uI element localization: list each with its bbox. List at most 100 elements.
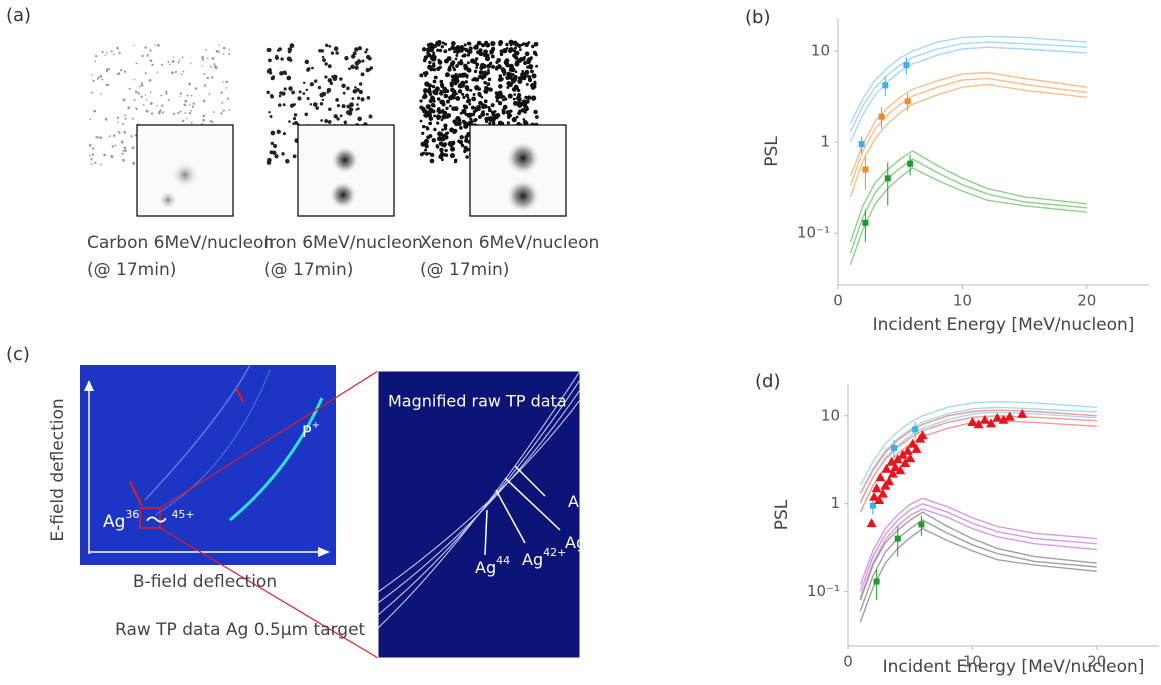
track-dot <box>450 155 454 158</box>
track-dot <box>432 79 437 84</box>
track-dot <box>209 120 212 123</box>
track-dot <box>269 71 273 75</box>
track-dot <box>499 52 504 57</box>
track-dot <box>520 43 524 47</box>
track-dot <box>341 83 346 89</box>
track-dot <box>111 145 115 148</box>
track-dot <box>335 51 339 55</box>
data-point <box>869 502 876 509</box>
track-dot <box>348 107 354 112</box>
track-dot <box>346 104 351 109</box>
track <box>378 399 580 593</box>
data-point <box>866 518 877 528</box>
track-dot <box>287 49 292 54</box>
track-dot <box>172 112 176 116</box>
data-point <box>979 414 990 424</box>
track-dot <box>448 65 452 69</box>
y-axis-label: PSL <box>772 499 792 530</box>
track-dot <box>428 107 434 113</box>
track-dot <box>286 56 292 62</box>
track-dot <box>110 155 114 159</box>
track-dot <box>441 114 447 120</box>
track-dot <box>464 138 469 143</box>
arrow <box>129 481 143 507</box>
track-dot <box>465 155 469 159</box>
track-dot <box>116 72 119 76</box>
track-dot <box>282 132 287 136</box>
track-dot <box>486 69 490 72</box>
track-dot <box>489 51 493 55</box>
track-dot <box>451 93 455 97</box>
track-dot <box>131 146 135 150</box>
track-dot <box>445 115 449 119</box>
track-dot <box>469 88 473 92</box>
track-dot <box>419 152 424 157</box>
data-point <box>890 462 901 472</box>
curve <box>859 502 1097 592</box>
track-dot <box>531 97 535 101</box>
track-dot <box>161 63 164 66</box>
charts: (b) PSL Incident Energy [MeV/nucleon] 10⁻¹ 1… <box>745 7 1159 677</box>
track-dot <box>270 94 275 99</box>
track-dot <box>320 119 323 122</box>
track-dot <box>298 90 302 94</box>
track-dot <box>140 83 144 87</box>
track-dot <box>470 105 475 110</box>
data-point <box>874 495 885 505</box>
track-dot <box>525 99 530 104</box>
track-dot <box>322 58 326 63</box>
data-point <box>873 578 880 585</box>
track-label: Ag44 <box>475 554 510 577</box>
track-dot <box>268 58 272 63</box>
track-dot <box>328 120 332 123</box>
track-dot <box>427 83 433 88</box>
track-dot <box>149 91 152 94</box>
track-dot <box>435 144 439 148</box>
y-tick-label: 1 <box>820 133 830 151</box>
track-dot <box>439 79 444 84</box>
track-dot <box>484 85 489 90</box>
track-dot <box>428 121 433 126</box>
track-dot <box>436 116 440 120</box>
track-dot <box>90 91 93 94</box>
track-dot <box>179 95 181 98</box>
track-dot <box>420 141 426 147</box>
x-axis-label: Incident Energy [MeV/nucleon] <box>873 315 1135 335</box>
track-dot <box>520 72 525 77</box>
track-dot <box>425 104 431 110</box>
track-dot <box>141 54 144 58</box>
proton-label: P+ <box>302 420 320 441</box>
track-dot <box>221 101 224 104</box>
track-dot <box>502 98 505 102</box>
track-dot <box>480 95 484 99</box>
sample-name: Carbon 6MeV/nucleon <box>87 233 274 253</box>
track-dot <box>270 141 275 146</box>
track-dot <box>220 91 223 94</box>
track-dot <box>522 118 526 121</box>
track-dot <box>146 55 149 57</box>
track-dot <box>478 70 484 75</box>
track-dot <box>206 57 209 60</box>
track-dot <box>116 116 120 120</box>
sample-name: Xenon 6MeV/nucleon <box>420 233 599 253</box>
track-dot <box>486 63 492 69</box>
track-dot <box>180 73 183 76</box>
track-dot <box>469 117 473 121</box>
track-dot <box>419 119 423 123</box>
curve <box>849 71 1087 177</box>
track-dot <box>445 89 450 94</box>
track-dot <box>101 50 104 54</box>
track-dot <box>358 82 363 86</box>
track-dot <box>149 102 153 105</box>
track-dot <box>145 99 148 101</box>
track-dot <box>274 154 279 159</box>
track-dot <box>281 152 285 156</box>
track-dot <box>106 52 108 54</box>
track-dot <box>460 143 465 148</box>
track-dot <box>527 41 531 44</box>
track-dot <box>186 94 189 97</box>
curve <box>859 409 1097 494</box>
track-dot <box>135 62 138 65</box>
data-point <box>907 438 918 448</box>
track-dot <box>190 94 193 97</box>
